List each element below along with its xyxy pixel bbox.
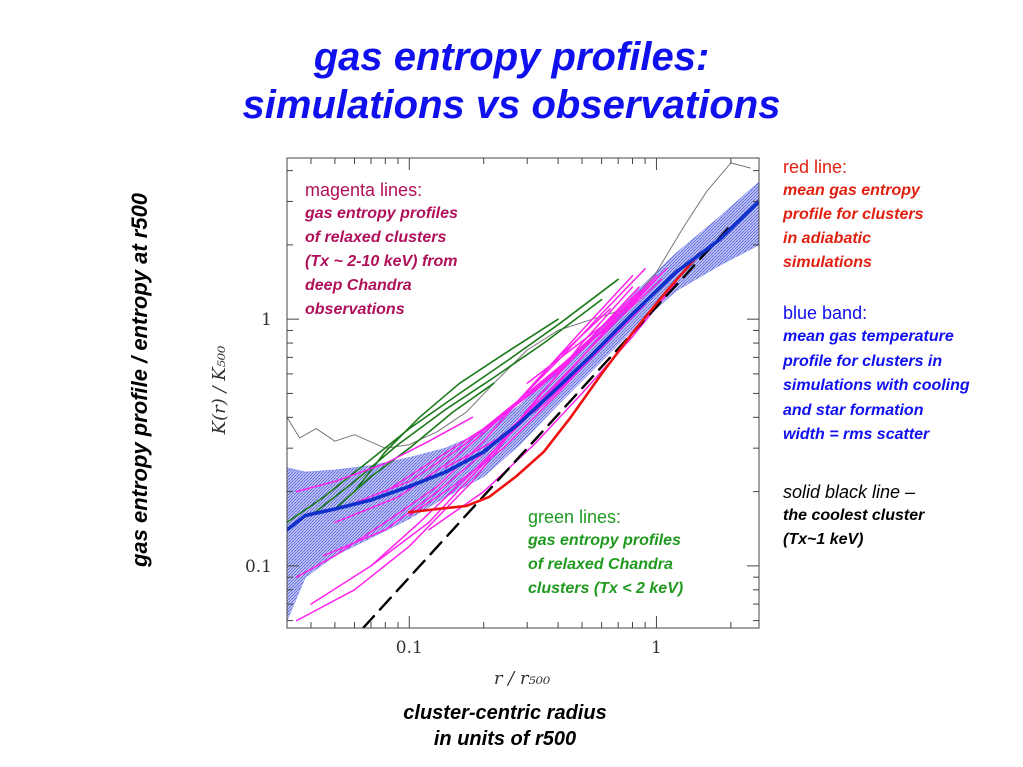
magenta-profile-line bbox=[295, 286, 634, 622]
page-title-line-2: simulations vs observations bbox=[242, 83, 781, 127]
bottom-caption-line-2: in units of r500 bbox=[433, 728, 577, 750]
green-profile-line bbox=[353, 318, 559, 493]
black-line-note: solid black line – the coolest cluster (… bbox=[783, 480, 924, 552]
green-profile-line bbox=[287, 278, 620, 524]
y-axis-label: K(r) / K₅₀₀ bbox=[209, 346, 230, 436]
x-axis-label: r / r₅₀₀ bbox=[494, 668, 550, 689]
blue-band-note: blue band: mean gas temperature profile … bbox=[783, 301, 970, 448]
red-adiabatic-line bbox=[407, 251, 702, 514]
black-note-line: the coolest cluster bbox=[783, 507, 925, 524]
y-tick-label: 1 bbox=[261, 310, 272, 330]
magenta-note-line: of relaxed clusters bbox=[305, 229, 447, 246]
magenta-profile-line bbox=[506, 290, 640, 413]
black-note-dash: – bbox=[900, 482, 916, 502]
dashed-baseline-line bbox=[361, 224, 732, 628]
blue-note-line: width = rms scatter bbox=[783, 426, 930, 443]
y-tick-label: 0.1 bbox=[245, 557, 272, 577]
magenta-note-line: observations bbox=[305, 301, 405, 318]
green-note-line: gas entropy profiles bbox=[528, 532, 681, 549]
red-note-line: in adiabatic bbox=[783, 230, 872, 247]
magenta-profile-line bbox=[334, 308, 611, 524]
blue-note-line: and star formation bbox=[783, 401, 924, 419]
blue-note-head: blue band: bbox=[783, 303, 868, 323]
magenta-profile-line bbox=[384, 268, 668, 493]
magenta-note-head: magenta lines: bbox=[305, 180, 423, 200]
red-note-line: mean gas entropy bbox=[783, 182, 920, 199]
green-note-head: green lines: bbox=[528, 507, 622, 527]
green-profile-line bbox=[334, 382, 495, 510]
red-note-line: profile for clusters bbox=[783, 206, 924, 223]
magenta-profile-line bbox=[428, 282, 677, 531]
blue-note-line: mean gas temperature bbox=[783, 328, 954, 345]
magenta-note-line: (Tx ~ 2-10 keV) from bbox=[305, 253, 458, 270]
green-profile-line bbox=[310, 298, 603, 517]
axis-ticks: 0.1 1 0.1 1 bbox=[245, 158, 759, 658]
black-note-head: solid black line bbox=[783, 482, 901, 502]
page-title-line-1: gas entropy profiles: bbox=[313, 35, 710, 79]
magenta-note-line: gas entropy profiles bbox=[305, 205, 458, 222]
blue-note-line: profile for clusters in bbox=[783, 352, 943, 370]
red-note-head: red line: bbox=[783, 157, 848, 177]
red-note-line: simulations bbox=[783, 254, 872, 271]
plot-area bbox=[287, 162, 759, 628]
green-note-line: clusters (Tx < 2 keV) bbox=[528, 580, 684, 597]
bottom-caption-line-1: cluster-centric radius bbox=[403, 702, 607, 724]
red-line-note: red line: mean gas entropy profile for c… bbox=[783, 155, 923, 275]
magenta-profile-line bbox=[526, 278, 658, 384]
green-lines-note: green lines: gas entropy profiles of rel… bbox=[528, 505, 683, 601]
x-tick-label: 0.1 bbox=[396, 638, 423, 658]
magenta-lines-note: magenta lines: gas entropy profiles of r… bbox=[305, 178, 458, 322]
magenta-profile-line bbox=[444, 303, 646, 469]
blue-note-line: simulations with cooling bbox=[783, 377, 970, 394]
magenta-note-line: deep Chandra bbox=[305, 277, 412, 294]
blue-mean-line bbox=[287, 199, 759, 532]
black-note-line: (Tx~1 keV) bbox=[783, 531, 864, 548]
magenta-profile-line bbox=[295, 416, 474, 493]
green-note-line: of relaxed Chandra bbox=[528, 556, 673, 573]
magenta-profile-line bbox=[370, 298, 634, 567]
x-tick-label: 1 bbox=[651, 638, 662, 658]
